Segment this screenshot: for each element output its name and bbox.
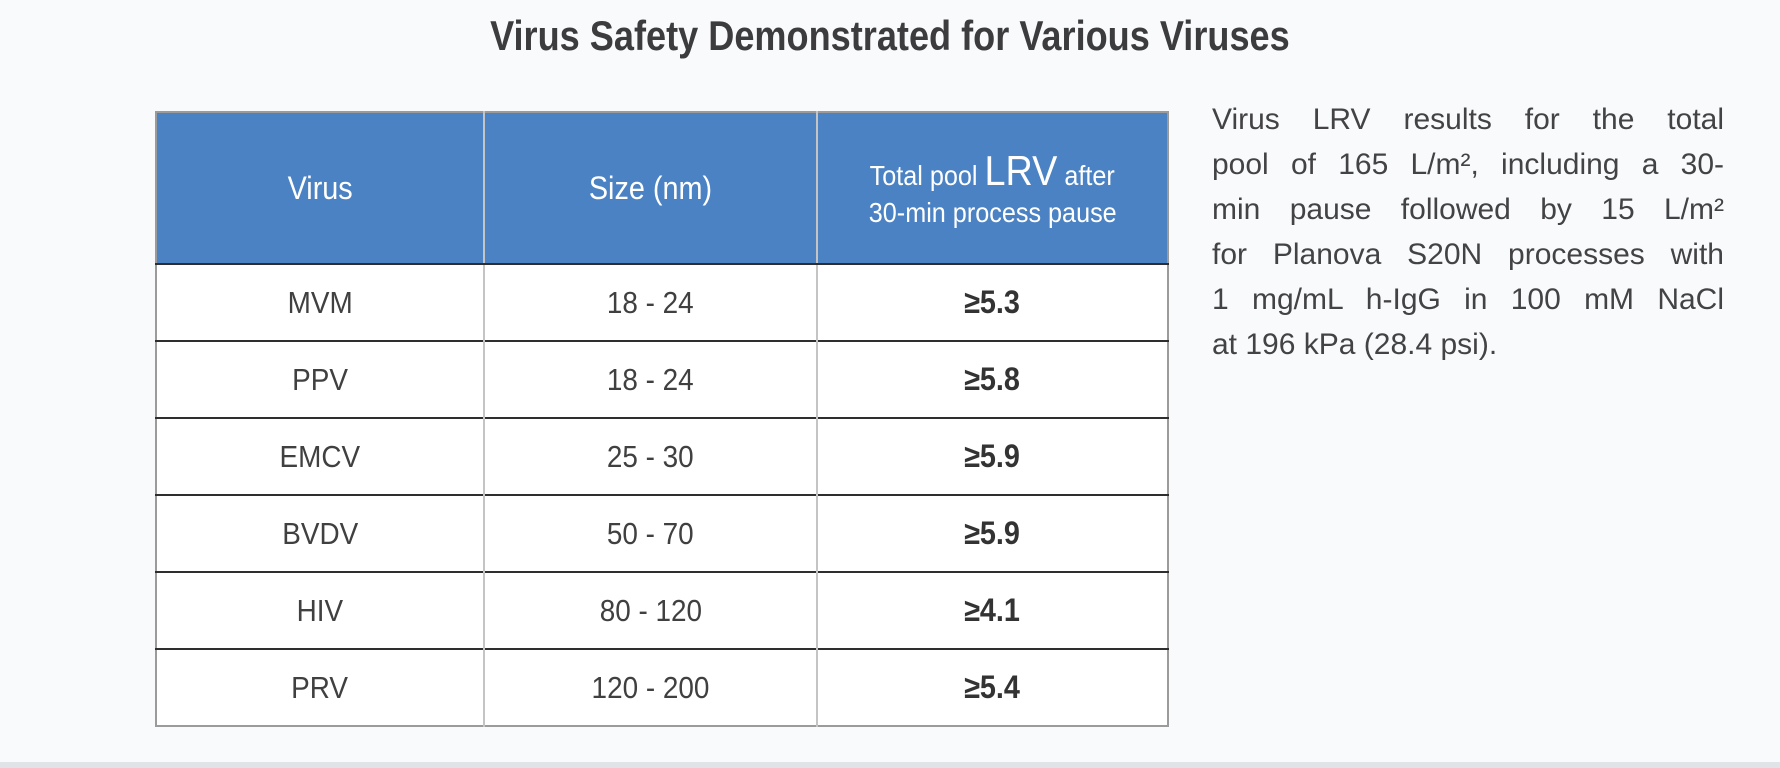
table-body: MVM 18 - 24 ≥5.3 PPV 18 - 24 ≥5.8 EMCV 2… [156,264,1168,726]
size-cell: 50 - 70 [483,494,817,572]
virus-cell: EMCV [156,417,484,495]
size-cell: 18 - 24 [483,340,817,418]
header-lrv-line1: Total pool LRV after [819,147,1166,195]
header-lrv-line2: 30-min process pause [868,197,1117,228]
size-cell: 120 - 200 [483,648,817,726]
table-row: PRV 120 - 200 ≥5.4 [156,648,1168,726]
caption-note: Virus LRV results for the total pool of … [1212,97,1724,367]
lrv-cell: ≥4.1 [816,571,1168,649]
caption-line: Virus LRV results for the total [1212,103,1724,136]
table-row: HIV 80 - 120 ≥4.1 [156,571,1168,649]
virus-cell: PRV [156,648,484,726]
caption-line: 1 mg/mL h-IgG in 100 mM NaCl [1212,283,1724,316]
virus-cell: PPV [156,340,484,418]
size-cell: 25 - 30 [483,417,817,495]
virus-safety-table: Virus Size (nm) Total pool LRV after 30-… [155,111,1169,727]
table-row: PPV 18 - 24 ≥5.8 [156,340,1168,418]
table-row: MVM 18 - 24 ≥5.3 [156,264,1168,341]
table-row: BVDV 50 - 70 ≥5.9 [156,494,1168,572]
virus-cell: MVM [156,264,484,341]
size-cell: 18 - 24 [483,264,817,341]
header-size-label: Size (nm) [588,169,713,206]
virus-cell: HIV [156,571,484,649]
lrv-cell: ≥5.4 [816,648,1168,726]
caption-line: pool of 165 L/m², including a 30- [1212,148,1724,181]
header-virus: Virus [156,112,484,265]
table-row: EMCV 25 - 30 ≥5.9 [156,417,1168,495]
caption-line: at 196 kPa (28.4 psi). [1212,328,1498,361]
header-lrv-big: LRV [984,147,1058,194]
header-lrv-post: after [1057,160,1116,191]
virus-cell: BVDV [156,494,484,572]
caption-line: for Planova S20N processes with [1212,238,1724,271]
header-lrv: Total pool LRV after 30-min process paus… [816,112,1168,265]
lrv-cell: ≥5.8 [816,340,1168,418]
header-virus-label: Virus [287,169,353,206]
bottom-divider [0,762,1780,768]
lrv-cell: ≥5.3 [816,264,1168,341]
virus-safety-table-container: Virus Size (nm) Total pool LRV after 30-… [155,111,1169,727]
table-header: Virus Size (nm) Total pool LRV after 30-… [156,112,1168,265]
header-lrv-pre: Total pool [869,160,985,191]
header-size: Size (nm) [483,112,817,265]
lrv-cell: ≥5.9 [816,417,1168,495]
caption-line: min pause followed by 15 L/m² [1212,193,1724,226]
size-cell: 80 - 120 [483,571,817,649]
page-title-text: Virus Safety Demonstrated for Various Vi… [490,12,1290,59]
page-title: Virus Safety Demonstrated for Various Vi… [0,12,1780,60]
header-row: Virus Size (nm) Total pool LRV after 30-… [156,112,1168,265]
lrv-cell: ≥5.9 [816,494,1168,572]
